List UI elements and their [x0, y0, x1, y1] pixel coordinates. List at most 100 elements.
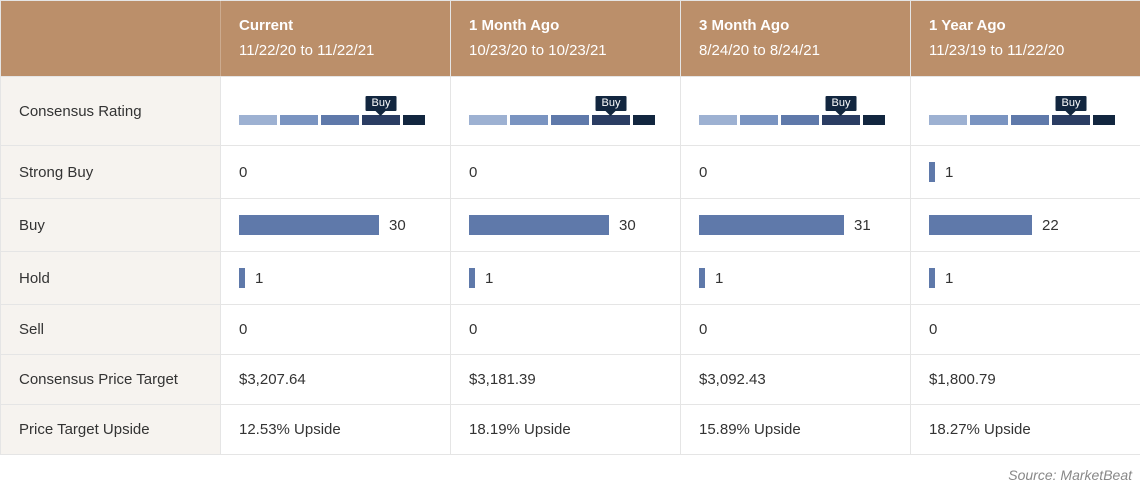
- period-title: Current: [239, 15, 432, 38]
- bar-value: 0: [239, 164, 247, 181]
- bar-cell: 1: [681, 252, 911, 305]
- row-consensus-rating: Consensus RatingBuyBuyBuyBuy: [1, 77, 1140, 146]
- rating-segment: [469, 115, 507, 125]
- period-title: 3 Month Ago: [699, 15, 892, 38]
- rating-pointer: Buy: [596, 93, 627, 116]
- row-upside: Price Target Upside12.53% Upside18.19% U…: [1, 405, 1140, 455]
- chevron-down-icon: [376, 111, 386, 116]
- text-cell: 12.53% Upside: [221, 405, 451, 455]
- bar-row: 1: [929, 268, 1122, 288]
- header-row: Current11/22/20 to 11/22/21 1 Month Ago10…: [1, 1, 1140, 77]
- chevron-down-icon: [606, 111, 616, 116]
- bar-cell: 22: [911, 199, 1140, 252]
- bar-value: 1: [715, 270, 723, 287]
- source-attribution: Source: MarketBeat: [0, 455, 1140, 483]
- rating-segment: [280, 115, 318, 125]
- bar-row: 0: [699, 321, 892, 338]
- bar-value: 1: [945, 270, 953, 287]
- text-cell: $3,207.64: [221, 355, 451, 405]
- bar-value: 0: [699, 164, 707, 181]
- bar-cell: 30: [221, 199, 451, 252]
- text-cell: 15.89% Upside: [681, 405, 911, 455]
- rating-cell: Buy: [451, 77, 681, 146]
- bar-cell: 30: [451, 199, 681, 252]
- text-cell: $3,092.43: [681, 355, 911, 405]
- rating-widget: Buy: [239, 93, 425, 125]
- horizontal-bar: [699, 215, 844, 235]
- rating-segment: [1011, 115, 1049, 125]
- bar-value: 0: [929, 321, 937, 338]
- rating-segment: [403, 115, 425, 125]
- row-strong-buy: Strong Buy0001: [1, 146, 1140, 199]
- rating-bar: [469, 115, 655, 125]
- header-corner: [1, 1, 221, 77]
- header-period-2: 3 Month Ago8/24/20 to 8/24/21: [681, 1, 911, 77]
- bar-cell: 0: [911, 305, 1140, 355]
- row-label: Hold: [1, 252, 221, 305]
- rating-segment: [510, 115, 548, 125]
- bar-value: 31: [854, 217, 871, 234]
- rating-segment: [321, 115, 359, 125]
- rating-bar: [239, 115, 425, 125]
- bar-row: 0: [239, 321, 432, 338]
- text-cell: 18.19% Upside: [451, 405, 681, 455]
- rating-segment: [863, 115, 885, 125]
- row-hold: Hold 1 1 1 1: [1, 252, 1140, 305]
- bar-row: 1: [239, 268, 432, 288]
- row-sell: Sell0000: [1, 305, 1140, 355]
- rating-pointer-label: Buy: [826, 96, 857, 111]
- rating-segment: [362, 115, 400, 125]
- rating-segment: [781, 115, 819, 125]
- rating-segment: [592, 115, 630, 125]
- period-dates: 11/23/19 to 11/22/20: [929, 40, 1122, 63]
- bar-cell: 0: [681, 305, 911, 355]
- bar-value: 1: [945, 164, 953, 181]
- text-cell: $3,181.39: [451, 355, 681, 405]
- bar-value: 0: [699, 321, 707, 338]
- rating-segment: [740, 115, 778, 125]
- row-price-target: Consensus Price Target$3,207.64$3,181.39…: [1, 355, 1140, 405]
- header-period-1: 1 Month Ago10/23/20 to 10/23/21: [451, 1, 681, 77]
- horizontal-bar: [239, 215, 379, 235]
- header-period-3: 1 Year Ago11/23/19 to 11/22/20: [911, 1, 1140, 77]
- rating-pointer: Buy: [826, 93, 857, 116]
- chevron-down-icon: [836, 111, 846, 116]
- ratings-table: Current11/22/20 to 11/22/21 1 Month Ago10…: [0, 0, 1140, 455]
- rating-segment: [929, 115, 967, 125]
- rating-segment: [1093, 115, 1115, 125]
- rating-segment: [633, 115, 655, 125]
- rating-segment: [699, 115, 737, 125]
- rating-segment: [1052, 115, 1090, 125]
- bar-value: 1: [255, 270, 263, 287]
- table-body: Consensus RatingBuyBuyBuyBuyStrong Buy00…: [1, 77, 1140, 455]
- rating-bar: [929, 115, 1115, 125]
- bar-cell: 1: [451, 252, 681, 305]
- bar-cell: 0: [221, 146, 451, 199]
- period-dates: 11/22/20 to 11/22/21: [239, 40, 432, 63]
- horizontal-bar: [929, 268, 935, 288]
- rating-segment: [239, 115, 277, 125]
- bar-cell: 1: [911, 252, 1140, 305]
- bar-row: 0: [239, 164, 432, 181]
- horizontal-bar: [929, 162, 935, 182]
- rating-pointer-label: Buy: [1056, 96, 1087, 111]
- bar-value: 0: [239, 321, 247, 338]
- bar-value: 22: [1042, 217, 1059, 234]
- row-buy: Buy30303122: [1, 199, 1140, 252]
- horizontal-bar: [469, 268, 475, 288]
- rating-pointer: Buy: [366, 93, 397, 116]
- bar-row: 0: [469, 164, 662, 181]
- bar-row: 31: [699, 215, 892, 235]
- rating-segment: [970, 115, 1008, 125]
- bar-row: 22: [929, 215, 1122, 235]
- bar-cell: 1: [911, 146, 1140, 199]
- rating-cell: Buy: [221, 77, 451, 146]
- rating-pointer-label: Buy: [596, 96, 627, 111]
- bar-row: 30: [469, 215, 662, 235]
- bar-row: 0: [469, 321, 662, 338]
- bar-cell: 1: [221, 252, 451, 305]
- bar-cell: 0: [451, 146, 681, 199]
- bar-value: 30: [619, 217, 636, 234]
- rating-cell: Buy: [681, 77, 911, 146]
- bar-cell: 0: [681, 146, 911, 199]
